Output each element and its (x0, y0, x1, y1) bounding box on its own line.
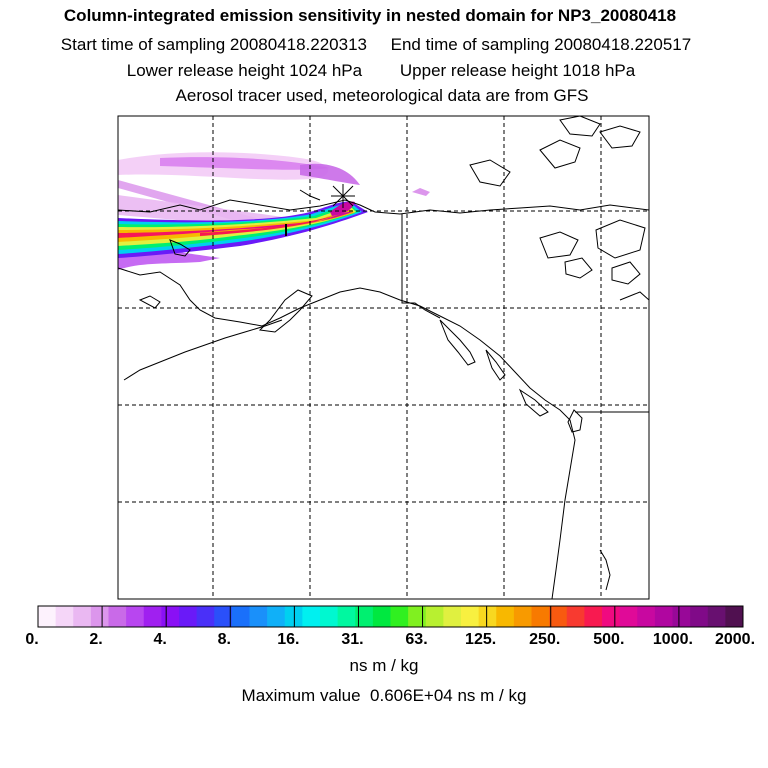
borders (401, 214, 649, 413)
colorbar-tick-label: 2. (89, 631, 103, 648)
lat-lon-grid (118, 116, 649, 599)
colorbar-tick-label: 500. (593, 631, 625, 648)
release-heights: Lower release height 1024 hPa Upper rele… (0, 61, 765, 81)
max-value-text: Maximum value 0.606E+04 ns m / kg (241, 686, 527, 705)
lower-release-height: Lower release height 1024 hPa (126, 61, 363, 80)
colorbar-tick-label: 8. (217, 631, 231, 648)
start-time-label: Start time of sampling 20080418.220313 (60, 35, 368, 54)
upper-release-height: Upper release height 1018 hPa (399, 61, 636, 80)
sensitivity-plume (118, 152, 430, 270)
colorbar-tick-label: 63. (405, 631, 428, 648)
colorbar-tick-label: 250. (529, 631, 561, 648)
colorbar-tick-label: 2000. (714, 631, 756, 648)
sampling-times: Start time of sampling 20080418.220313 E… (0, 35, 760, 55)
release-point-marker (331, 184, 355, 208)
coastlines (118, 116, 649, 599)
plot-title: Column-integrated emission sensitivity i… (63, 6, 677, 25)
map-frame (117, 115, 650, 600)
colorbar-units: ns m / kg (349, 656, 419, 675)
colorbar-tick-label: 31. (341, 631, 364, 648)
end-time-label: End time of sampling 20080418.220517 (390, 35, 692, 54)
tracer-info: Aerosol tracer used, meteorological data… (175, 86, 589, 105)
colorbar-tick-label: 16. (277, 631, 300, 648)
colorbar-tick-label: 125. (465, 631, 497, 648)
colorbar-tick-label: 0. (25, 631, 39, 648)
colorbar-tick-label: 4. (153, 631, 167, 648)
colorbar-tick-label: 1000. (652, 631, 693, 648)
